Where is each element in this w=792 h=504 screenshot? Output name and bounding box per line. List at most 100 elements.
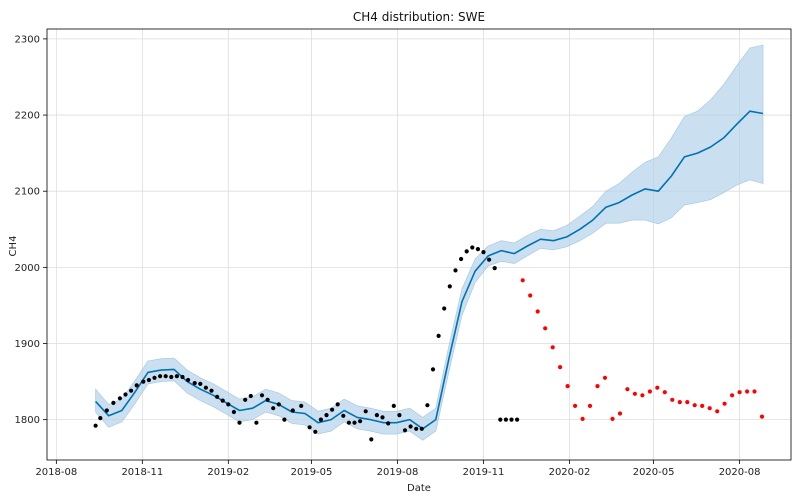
forecast-actual-point	[573, 403, 578, 408]
forecast-actual-point	[580, 416, 585, 421]
forecast-actual-point	[610, 416, 615, 421]
forecast-line	[95, 110, 764, 430]
forecast-actual-point	[587, 403, 593, 408]
forecast-actual-point	[558, 365, 563, 370]
forecast-actual-point	[640, 393, 645, 398]
observed-point	[419, 426, 424, 431]
observed-point	[158, 374, 163, 379]
data-points	[93, 245, 765, 442]
observed-point	[129, 388, 134, 393]
forecast-actual-point	[752, 389, 757, 394]
observed-point	[192, 381, 197, 386]
observed-point	[282, 417, 287, 422]
observed-point	[313, 429, 318, 434]
observed-point	[515, 417, 520, 422]
forecast-actual-point	[565, 384, 570, 389]
observed-point	[442, 306, 447, 311]
observed-point	[324, 413, 329, 418]
grid-lines	[47, 29, 791, 460]
uncertainty-band	[95, 44, 764, 441]
x-axis-title: Date	[407, 483, 431, 494]
observed-point	[363, 409, 368, 414]
observed-point	[231, 409, 236, 415]
yhat-line	[95, 110, 764, 430]
observed-point	[290, 408, 295, 413]
y-tick-label: 1800	[15, 415, 40, 426]
forecast-actual-point	[715, 409, 720, 414]
observed-point	[104, 408, 109, 413]
plot-frame	[46, 28, 792, 461]
observed-point	[341, 413, 346, 418]
observed-point	[447, 284, 452, 289]
observed-point	[271, 406, 276, 411]
observed-point	[111, 400, 116, 405]
observed-point	[436, 333, 441, 338]
interval-band	[95, 44, 764, 441]
observed-point	[198, 381, 203, 386]
observed-point	[209, 388, 214, 393]
observed-point	[226, 402, 231, 407]
forecast-actual-point	[722, 401, 727, 406]
observed-point	[498, 417, 503, 422]
observed-point	[459, 256, 464, 262]
forecast-actual-point	[700, 403, 705, 408]
x-tick-label: 2018-11	[121, 467, 163, 478]
observed-point	[243, 397, 248, 402]
observed-point	[152, 375, 157, 380]
forecast-actual-point	[655, 385, 660, 390]
x-tick-label: 2020-02	[549, 467, 591, 478]
observed-point	[169, 374, 174, 380]
x-axis: 2018-08 2018-11 2019-02 2019-05 2019-08 2019-…	[35, 460, 760, 478]
observed-point	[307, 425, 312, 430]
forecast-actual-point	[730, 393, 735, 398]
forecast-actual-point	[759, 414, 765, 419]
forecast-actual-point	[602, 375, 608, 380]
y-tick-label: 2000	[15, 263, 40, 274]
observed-point	[299, 403, 304, 408]
observed-point	[402, 428, 408, 433]
observed-point	[503, 417, 508, 422]
observed-point	[203, 385, 208, 390]
y-tick-label: 2300	[15, 34, 40, 45]
observed-point	[93, 423, 98, 428]
observed-point	[163, 374, 168, 379]
observed-point	[335, 402, 340, 407]
observed-point	[180, 374, 185, 380]
observed-point	[453, 268, 458, 273]
x-tick-label: 2018-08	[35, 467, 77, 478]
forecast-actual-point	[617, 411, 623, 416]
forecast-actual-point	[632, 391, 638, 396]
forecast-actual-point	[685, 400, 690, 405]
observed-point	[509, 417, 514, 422]
forecast-actual-point	[670, 397, 675, 402]
forecast-actual-point	[543, 326, 548, 331]
x-tick-label: 2019-02	[207, 467, 249, 478]
x-tick-label: 2019-05	[291, 467, 333, 478]
y-axis: 1800 1900 2000 2100 2200 2300	[15, 34, 47, 426]
observed-point	[330, 407, 335, 412]
x-tick-label: 2019-11	[463, 467, 505, 478]
y-tick-label: 2100	[15, 187, 40, 198]
observed-point	[430, 367, 436, 372]
forecast-actual-point	[647, 389, 653, 394]
observed-point	[141, 379, 146, 384]
observed-point	[397, 413, 402, 418]
observed-point	[259, 393, 265, 398]
observed-point	[492, 266, 497, 271]
observed-point	[318, 417, 323, 422]
forecast-actual-point	[677, 400, 682, 405]
forecast-actual-point	[707, 406, 712, 411]
chart-title: CH4 distribution: SWE	[353, 10, 485, 24]
observed-point	[265, 397, 270, 402]
observed-point	[352, 420, 357, 425]
observed-point	[276, 402, 281, 407]
observed-point	[374, 413, 379, 418]
forecast-actual-point	[745, 389, 750, 394]
forecast-actual-point	[595, 384, 600, 389]
x-tick-label: 2019-08	[377, 467, 419, 478]
observed-point	[470, 245, 475, 250]
observed-point	[220, 398, 225, 403]
observed-point	[346, 420, 351, 425]
y-tick-label: 1900	[15, 339, 40, 350]
